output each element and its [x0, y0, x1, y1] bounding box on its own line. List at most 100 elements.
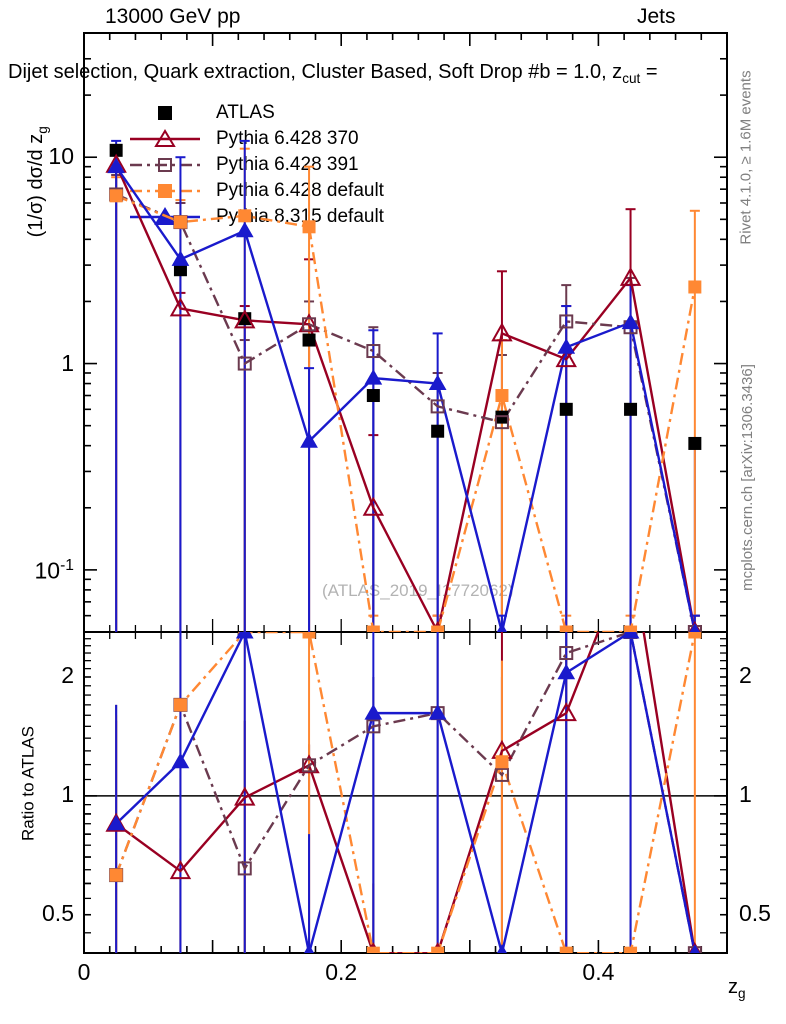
- y-tick-label-ratio-right-0p5: 0.5: [739, 899, 771, 926]
- legend-key-open-triangle-icon: [128, 126, 202, 152]
- data-marker: [362, 496, 385, 516]
- data-marker: [304, 944, 315, 953]
- data-marker: [364, 704, 383, 720]
- series-line-main: [115, 193, 697, 632]
- y-axis-label-ratio: Ratio to ATLAS: [18, 726, 38, 841]
- data-marker: [431, 424, 445, 438]
- data-marker: [173, 697, 188, 712]
- data-marker: [109, 187, 124, 202]
- data-marker: [431, 946, 445, 953]
- data-marker: [559, 625, 573, 632]
- x-axis-label: zg: [728, 977, 746, 1001]
- data-marker: [495, 389, 509, 403]
- rivet-annotation: Rivet 4.1.0, ≥ 1.6M events: [737, 70, 755, 245]
- legend-key-filled-triangle-icon: [128, 204, 202, 230]
- data-marker: [494, 415, 509, 430]
- y-tick-label-ratio-right-1: 1: [739, 780, 752, 807]
- data-marker: [494, 767, 509, 782]
- data-marker: [496, 622, 508, 632]
- x-axis-label-text: z: [728, 976, 738, 998]
- data-marker: [366, 344, 381, 359]
- y-tick-label-ratio-2: 2: [61, 661, 74, 688]
- data-marker: [173, 698, 187, 712]
- data-marker: [687, 946, 702, 953]
- mcplots-annotation: mcplots.cern.ch [arXiv:1306.3436]: [739, 364, 756, 591]
- data-marker: [624, 402, 638, 416]
- data-marker: [428, 374, 447, 391]
- data-marker: [559, 402, 573, 416]
- legend-key-filled-square-icon: [128, 178, 202, 204]
- series-line-ratio: [115, 632, 697, 953]
- data-marker: [688, 620, 702, 632]
- data-marker: [107, 157, 126, 174]
- plot-title-text: Dijet selection, Quark extraction, Clust…: [8, 61, 623, 83]
- data-marker: [364, 369, 383, 385]
- legend-label-4: Pythia 8.315 default: [216, 206, 384, 227]
- legend-item-1: Pythia 6.428 370: [128, 126, 384, 152]
- legend-item-4: Pythia 8.315 default: [128, 204, 384, 230]
- data-marker: [557, 663, 576, 680]
- legend-label-3: Pythia 6.428 default: [216, 180, 384, 201]
- legend-item-0: ATLAS: [128, 100, 384, 126]
- data-marker: [621, 313, 640, 330]
- data-marker: [689, 944, 700, 953]
- legend-label-2: Pythia 6.428 391: [216, 154, 359, 175]
- legend-item-2: Pythia 6.428 391: [128, 152, 384, 178]
- data-marker: [623, 632, 638, 639]
- series-line-ratio: [115, 632, 697, 953]
- data-marker: [237, 356, 252, 371]
- y-axis-label-main-text: (1/σ) dσ/d z: [25, 133, 48, 238]
- data-marker: [559, 946, 573, 953]
- data-marker: [689, 622, 700, 632]
- data-marker: [559, 314, 574, 329]
- legend-key-open-square-icon: [128, 152, 202, 178]
- plot-title-subscript: cut: [622, 71, 641, 86]
- legend-key-filled-square-icon: [128, 100, 202, 126]
- data-marker: [107, 814, 126, 831]
- series-line-main: [115, 194, 697, 632]
- plot-title-tail: =: [640, 61, 658, 83]
- legend-label-1: Pythia 6.428 370: [216, 128, 359, 149]
- data-marker: [555, 348, 577, 368]
- data-marker: [491, 322, 513, 342]
- data-marker: [302, 333, 316, 347]
- analysis-watermark: (ATLAS_2019_I1772062): [322, 581, 514, 600]
- data-marker: [366, 946, 380, 953]
- data-marker: [619, 266, 642, 286]
- header-category-label: Jets: [637, 5, 676, 28]
- data-marker: [302, 758, 317, 773]
- y-tick-label-ratio-1: 1: [61, 780, 74, 807]
- data-marker: [235, 632, 254, 639]
- page-title: Dijet selection, Quark extraction, Clust…: [8, 62, 658, 86]
- x-tick-label-0p4: 0.4: [582, 959, 615, 985]
- data-marker: [238, 312, 252, 326]
- data-marker: [169, 860, 192, 880]
- header-beam-label: 13000 GeV pp: [105, 5, 241, 28]
- y-axis-label-main: (1/σ) dσ/d zg: [25, 52, 50, 312]
- data-marker: [688, 436, 702, 450]
- data-marker: [621, 632, 640, 639]
- data-marker: [366, 389, 380, 403]
- series-line-ratio: [115, 632, 697, 953]
- data-marker: [366, 625, 380, 632]
- data-marker: [171, 250, 190, 266]
- data-marker: [557, 338, 576, 354]
- data-marker: [171, 752, 190, 769]
- data-marker: [622, 541, 640, 557]
- data-marker: [431, 625, 445, 632]
- data-marker: [431, 620, 444, 632]
- data-marker: [109, 868, 123, 882]
- data-marker: [109, 189, 123, 203]
- x-axis-label-sub: g: [738, 986, 746, 1001]
- data-marker: [302, 317, 317, 332]
- series-line-ratio: [115, 632, 697, 953]
- legend: ATLAS Pythia 6.428 370 Pythia 6.428 391 Pyt…: [128, 100, 384, 230]
- data-marker: [366, 719, 381, 734]
- data-marker: [367, 942, 380, 953]
- legend-label-0: ATLAS: [216, 102, 275, 123]
- x-tick-label-0p2: 0.2: [325, 959, 358, 985]
- series-line-main: [115, 164, 697, 632]
- data-marker: [430, 399, 445, 414]
